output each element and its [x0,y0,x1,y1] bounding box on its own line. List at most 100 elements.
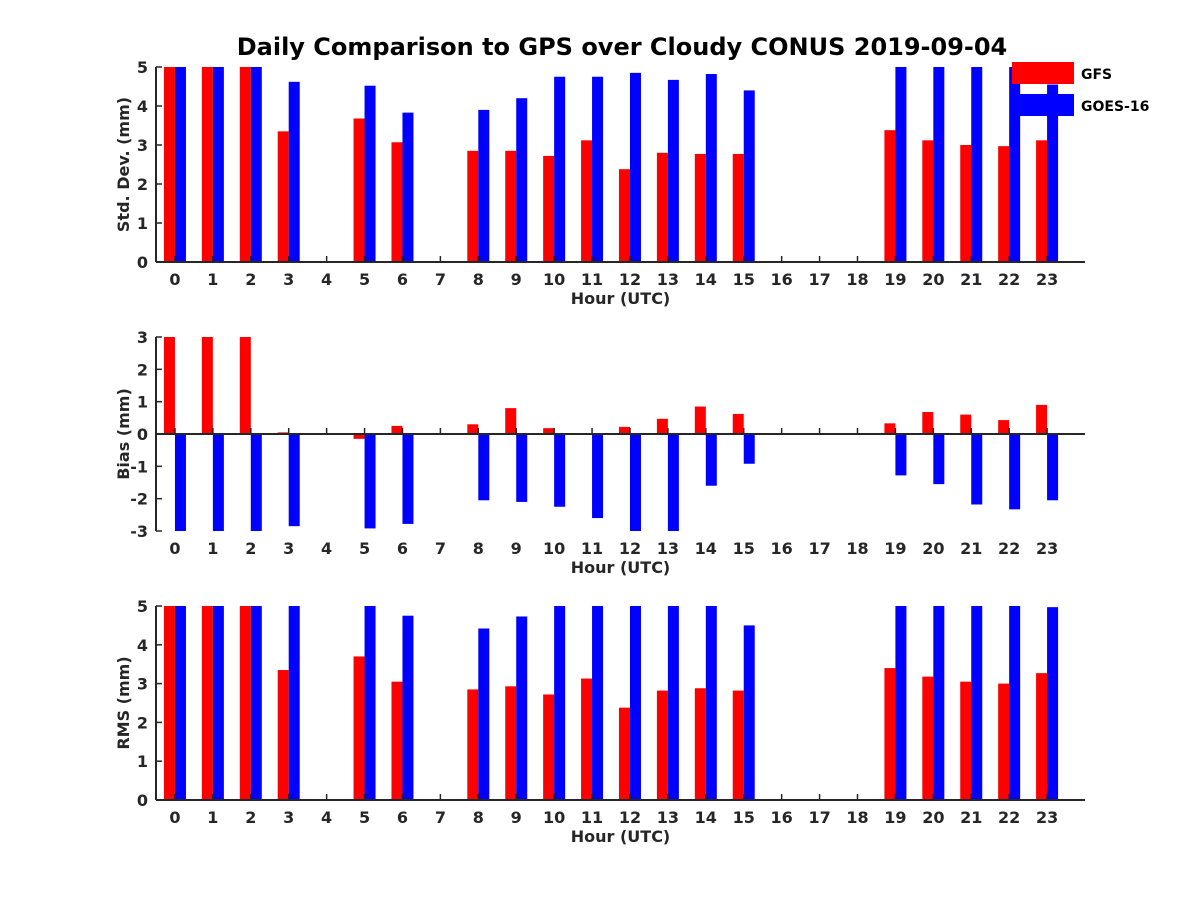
x-tick-label: 19 [884,808,906,827]
bar-gfs-hour-1 [201,606,213,800]
bar-goes-16-hour-1 [212,434,224,531]
bar-gfs-hour-12 [618,426,630,434]
bar-goes-16-hour-11 [592,76,604,262]
bar-goes-16-hour-2 [250,606,262,800]
bar-gfs-hour-2 [239,337,251,434]
x-tick-label: 6 [397,539,408,558]
bar-goes-16-hour-21 [971,67,983,262]
x-tick-label: 22 [998,808,1020,827]
legend-swatch-goes-16 [1012,94,1074,116]
x-tick-label: 22 [998,270,1020,289]
x-tick-label: 12 [619,539,641,558]
bar-gfs-hour-8 [467,424,479,434]
bar-goes-16-hour-3 [288,434,300,527]
bar-gfs-hour-15 [732,413,744,434]
bar-goes-16-hour-22 [1009,67,1021,262]
y-tick-label: 2 [137,175,148,194]
bar-gfs-hour-8 [467,150,479,262]
y-tick-label: 3 [137,328,148,347]
y-tick-label: 1 [137,393,148,412]
x-tick-label: 13 [657,539,679,558]
x-tick-label: 11 [581,808,603,827]
x-tick-label: 14 [695,808,717,827]
x-tick-label: 1 [207,270,218,289]
bar-gfs-hour-20 [922,412,934,434]
bar-goes-16-hour-2 [250,67,262,262]
x-tick-label: 0 [169,539,180,558]
bar-gfs-hour-9 [505,686,517,800]
bar-goes-16-hour-8 [478,628,490,800]
x-tick-label: 20 [922,270,944,289]
x-tick-label: 4 [321,808,332,827]
x-tick-label: 23 [1036,270,1058,289]
x-tick-label: 14 [695,270,717,289]
bar-goes-16-hour-13 [667,606,679,800]
bar-gfs-hour-2 [239,67,251,262]
bar-gfs-hour-10 [543,428,555,434]
x-tick-label: 16 [771,539,793,558]
bar-gfs-hour-6 [391,425,403,434]
x-tick-label: 0 [169,808,180,827]
bar-goes-16-hour-0 [174,67,186,262]
y-tick-label: 4 [137,636,148,655]
y-tick-label: 0 [137,253,148,272]
bar-goes-16-hour-5 [364,434,376,529]
bar-goes-16-hour-1 [212,606,224,800]
bar-gfs-hour-5 [353,656,365,800]
y-tick-label: 5 [137,58,148,77]
bar-goes-16-hour-15 [743,434,755,464]
x-tick-label: 2 [245,270,256,289]
bar-goes-16-hour-9 [516,434,528,502]
bar-gfs-hour-11 [581,678,593,800]
bar-gfs-hour-15 [732,690,744,800]
bar-goes-16-hour-6 [402,434,414,524]
x-tick-label: 14 [695,539,717,558]
bar-goes-16-hour-5 [364,85,376,262]
bar-gfs-hour-6 [391,142,403,262]
bar-goes-16-hour-9 [516,616,528,800]
y-tick-label: -2 [130,490,148,509]
bar-goes-16-hour-21 [971,606,983,800]
y-tick-label: 3 [137,675,148,694]
x-tick-label: 7 [435,539,446,558]
x-tick-label: 2 [245,808,256,827]
y-tick-label: -1 [130,457,148,476]
bar-goes-16-hour-10 [554,434,566,507]
x-tick-label: 23 [1036,808,1058,827]
bar-gfs-hour-21 [960,414,972,434]
bar-goes-16-hour-19 [895,434,907,476]
bar-gfs-hour-21 [960,681,972,800]
bar-goes-16-hour-15 [743,625,755,800]
bar-goes-16-hour-8 [478,434,490,501]
bar-goes-16-hour-8 [478,109,490,263]
bar-goes-16-hour-12 [629,434,641,531]
bar-gfs-hour-10 [543,155,555,262]
y-tick-label: 4 [137,97,148,116]
bar-gfs-hour-6 [391,681,403,800]
x-tick-label: 21 [960,808,982,827]
bar-gfs-hour-0 [163,67,175,262]
legend-swatch-gfs [1012,62,1074,84]
x-tick-label: 16 [771,270,793,289]
x-tick-label: 4 [321,539,332,558]
bar-goes-16-hour-2 [250,434,262,531]
panel-3: 0 1 2 3 4 5 6 7 8 9 10 11 12 13 14 15 16 17 18 19 20 21 22 2301… [114,597,1085,846]
bar-goes-16-hour-14 [705,606,717,800]
bar-gfs-hour-0 [163,606,175,800]
x-tick-label: 17 [808,270,830,289]
y-tick-label: 3 [137,136,148,155]
bar-goes-16-hour-6 [402,615,414,800]
x-tick-label: 17 [808,808,830,827]
x-tick-label: 12 [619,808,641,827]
x-tick-label: 12 [619,270,641,289]
bar-gfs-hour-13 [656,690,668,800]
bar-gfs-hour-12 [618,707,630,800]
x-tick-label: 6 [397,808,408,827]
x-tick-label: 21 [960,270,982,289]
x-tick-label: 18 [846,808,868,827]
bar-gfs-hour-11 [581,140,593,262]
x-tick-label: 9 [511,270,522,289]
x-tick-label: 5 [359,808,370,827]
bar-goes-16-hour-0 [174,434,186,531]
